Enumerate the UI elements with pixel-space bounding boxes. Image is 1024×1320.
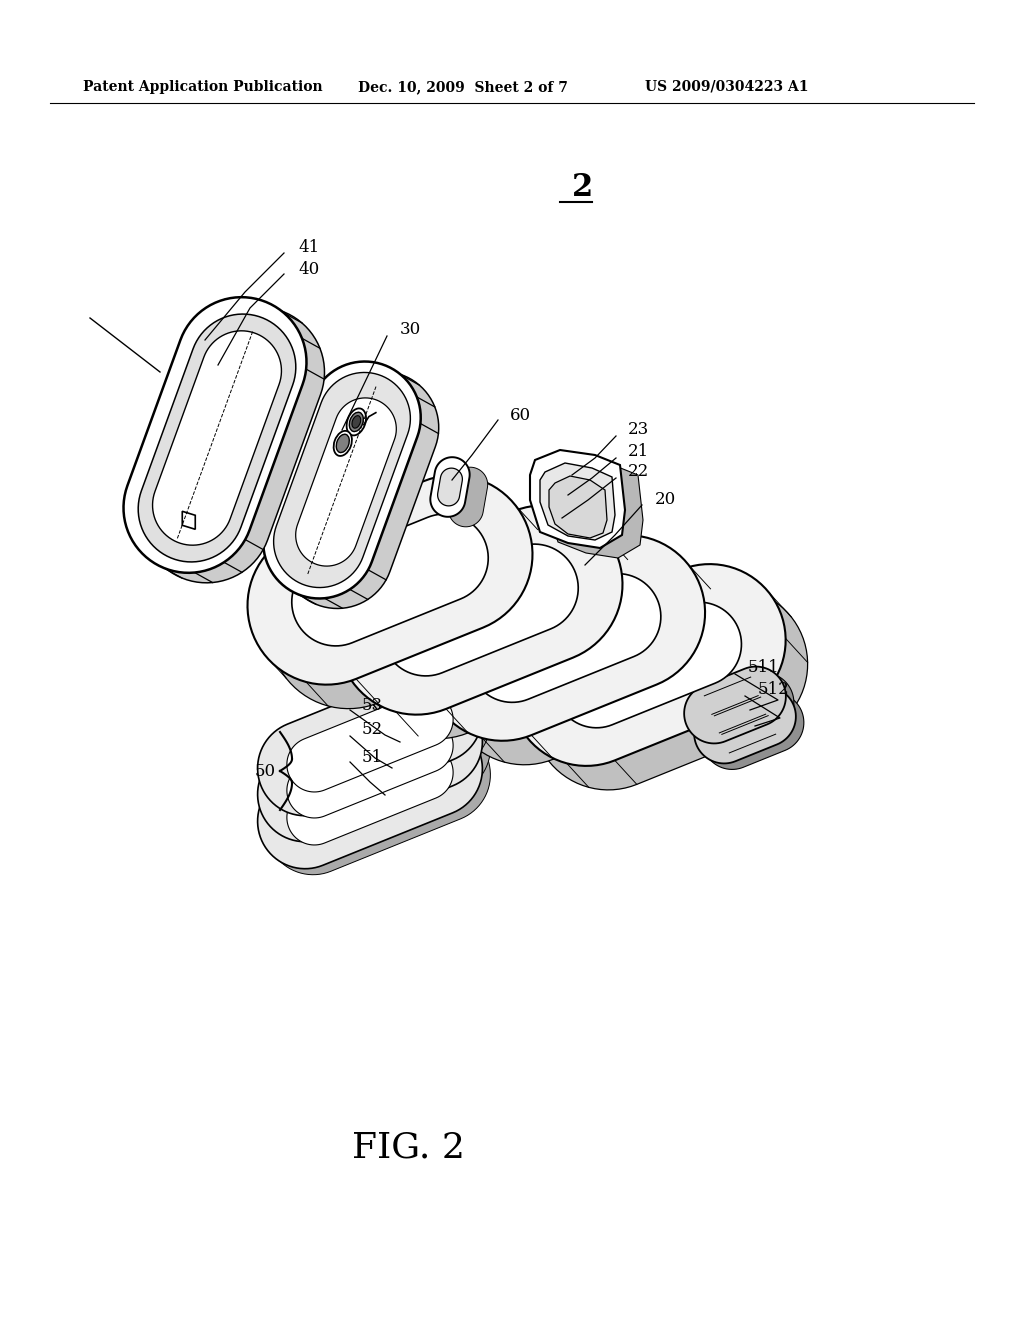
Text: 512: 512	[758, 681, 790, 698]
Polygon shape	[548, 459, 643, 558]
Polygon shape	[694, 686, 796, 763]
Polygon shape	[258, 668, 482, 816]
Polygon shape	[469, 574, 660, 702]
Polygon shape	[269, 499, 554, 709]
Polygon shape	[549, 477, 607, 539]
Polygon shape	[430, 457, 470, 517]
Polygon shape	[273, 372, 411, 587]
Polygon shape	[124, 297, 306, 573]
Text: 20: 20	[655, 491, 676, 508]
Polygon shape	[287, 744, 454, 845]
Polygon shape	[540, 463, 615, 540]
Text: 51: 51	[362, 748, 383, 766]
Polygon shape	[265, 701, 490, 847]
Text: 511: 511	[748, 660, 779, 676]
Polygon shape	[510, 564, 785, 766]
Polygon shape	[425, 535, 706, 741]
Ellipse shape	[336, 434, 349, 453]
Text: 41: 41	[298, 239, 319, 256]
Polygon shape	[182, 511, 196, 529]
Polygon shape	[141, 308, 325, 583]
Text: 53: 53	[362, 697, 383, 714]
Text: 22: 22	[628, 463, 649, 480]
Polygon shape	[449, 467, 487, 527]
Text: Patent Application Publication: Patent Application Publication	[83, 81, 323, 94]
Text: US 2009/0304223 A1: US 2009/0304223 A1	[645, 81, 809, 94]
Text: FIG. 2: FIG. 2	[352, 1131, 465, 1166]
Polygon shape	[153, 331, 282, 545]
Polygon shape	[702, 693, 804, 770]
Polygon shape	[692, 673, 794, 750]
Polygon shape	[684, 667, 785, 743]
Text: 2: 2	[572, 173, 593, 203]
Polygon shape	[138, 314, 296, 562]
Polygon shape	[359, 529, 644, 739]
Polygon shape	[263, 362, 421, 598]
Polygon shape	[532, 589, 808, 789]
Polygon shape	[287, 718, 454, 818]
Text: Dec. 10, 2009  Sheet 2 of 7: Dec. 10, 2009 Sheet 2 of 7	[358, 81, 568, 94]
Text: 60: 60	[510, 407, 531, 424]
Polygon shape	[296, 397, 396, 566]
Ellipse shape	[352, 416, 360, 428]
Polygon shape	[530, 450, 625, 548]
Polygon shape	[282, 371, 438, 609]
Text: 21: 21	[628, 444, 649, 461]
Polygon shape	[555, 602, 741, 727]
Text: 52: 52	[362, 722, 383, 738]
Polygon shape	[338, 506, 623, 714]
Text: 50: 50	[255, 763, 276, 780]
Polygon shape	[248, 475, 532, 685]
Polygon shape	[292, 513, 488, 645]
Polygon shape	[265, 727, 490, 875]
Ellipse shape	[334, 430, 352, 455]
Polygon shape	[258, 694, 482, 842]
Text: 23: 23	[628, 421, 649, 438]
Ellipse shape	[346, 408, 366, 436]
Polygon shape	[437, 469, 463, 506]
Polygon shape	[382, 544, 579, 676]
Polygon shape	[258, 721, 482, 869]
Polygon shape	[265, 675, 490, 822]
Ellipse shape	[349, 412, 364, 432]
Polygon shape	[287, 692, 454, 792]
Text: 40: 40	[298, 261, 319, 279]
Polygon shape	[446, 560, 727, 764]
Text: 30: 30	[400, 322, 421, 338]
